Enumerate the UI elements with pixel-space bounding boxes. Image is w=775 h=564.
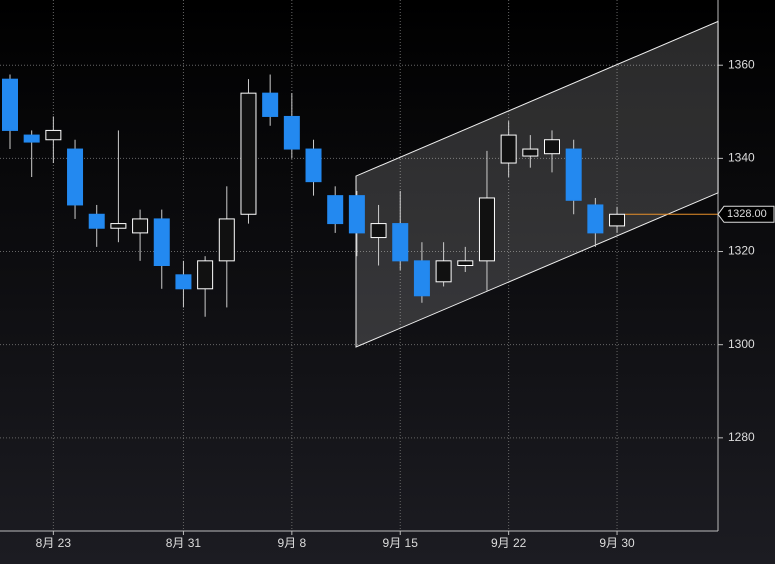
candle-body — [2, 78, 18, 131]
candle-body — [435, 260, 452, 283]
candle-body — [23, 134, 40, 143]
candle-body — [327, 195, 344, 225]
candle-body — [110, 223, 127, 229]
candle-body — [348, 195, 365, 234]
y-tick-label: 1300 — [728, 337, 755, 351]
candle-body — [283, 115, 300, 150]
candle-body — [544, 139, 560, 155]
x-tick-label: 8月 23 — [36, 536, 72, 550]
candle-body — [45, 129, 62, 141]
candle-body — [175, 274, 192, 290]
candle-body — [500, 134, 517, 164]
y-tick-label: 1280 — [728, 430, 755, 444]
candle-body — [565, 148, 582, 201]
candle-body — [392, 223, 409, 262]
candle-body — [240, 92, 257, 215]
x-tick-label: 9月 8 — [277, 536, 306, 550]
last-price-label: 1328.00 — [727, 208, 767, 220]
candle-body — [413, 260, 430, 297]
candle-body — [153, 218, 170, 266]
candle-body — [457, 260, 474, 266]
candle-body — [218, 218, 235, 262]
candle-body — [197, 260, 214, 290]
x-tick-label: 9月 22 — [491, 536, 527, 550]
last-price-box — [717, 205, 775, 223]
candle-body — [587, 204, 604, 234]
candle-body — [132, 218, 149, 234]
candle-body — [609, 213, 626, 227]
candle-body — [88, 213, 105, 229]
candle-body — [370, 223, 387, 239]
x-tick-label: 9月 15 — [383, 536, 419, 550]
candle-body — [262, 92, 279, 117]
candle-body — [522, 148, 539, 157]
y-tick-label: 1340 — [728, 151, 755, 165]
x-tick-label: 9月 30 — [599, 536, 635, 550]
y-tick-label: 1360 — [728, 57, 755, 71]
candle-body — [67, 148, 84, 206]
candle-body — [478, 197, 495, 262]
y-tick-label: 1320 — [728, 244, 755, 258]
candle-body — [305, 148, 322, 183]
x-tick-label: 8月 31 — [166, 536, 202, 550]
